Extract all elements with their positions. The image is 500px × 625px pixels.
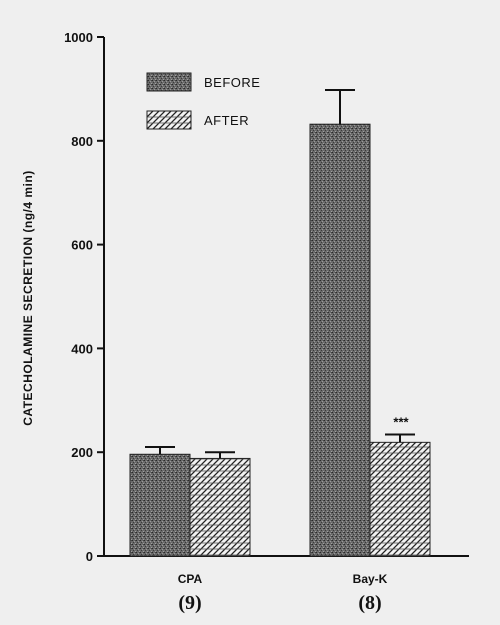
sample-size-label: (9) xyxy=(178,592,201,614)
y-tick-label: 400 xyxy=(71,341,93,356)
category-label: CPA xyxy=(178,572,203,586)
y-tick-label: 600 xyxy=(71,238,93,253)
legend-swatch-after xyxy=(146,110,192,130)
legend-label-after: AFTER xyxy=(204,113,249,128)
legend-swatch-before xyxy=(146,72,192,92)
y-tick-label: 800 xyxy=(71,134,93,149)
legend-label-before: BEFORE xyxy=(204,75,260,90)
bars: *** xyxy=(129,88,431,557)
x-axis-labels: CPA (9) Bay-K (8) xyxy=(178,572,388,614)
category-label: Bay-K xyxy=(353,572,388,586)
y-tick-label: 200 xyxy=(71,445,93,460)
y-tick-label: 0 xyxy=(86,549,93,564)
bar-after-cpa xyxy=(189,457,251,557)
significance-marker: *** xyxy=(393,415,409,430)
sample-size-label: (8) xyxy=(358,592,381,614)
legend: BEFORE AFTER xyxy=(146,72,260,130)
bar-after-bay-k xyxy=(369,441,431,557)
y-tick-label: 1000 xyxy=(64,30,93,45)
bar-before-bay-k xyxy=(309,123,371,557)
y-axis-label: CATECHOLAMINE SECRETION (ng/4 min) xyxy=(21,170,35,425)
bar-before-cpa xyxy=(129,453,191,557)
